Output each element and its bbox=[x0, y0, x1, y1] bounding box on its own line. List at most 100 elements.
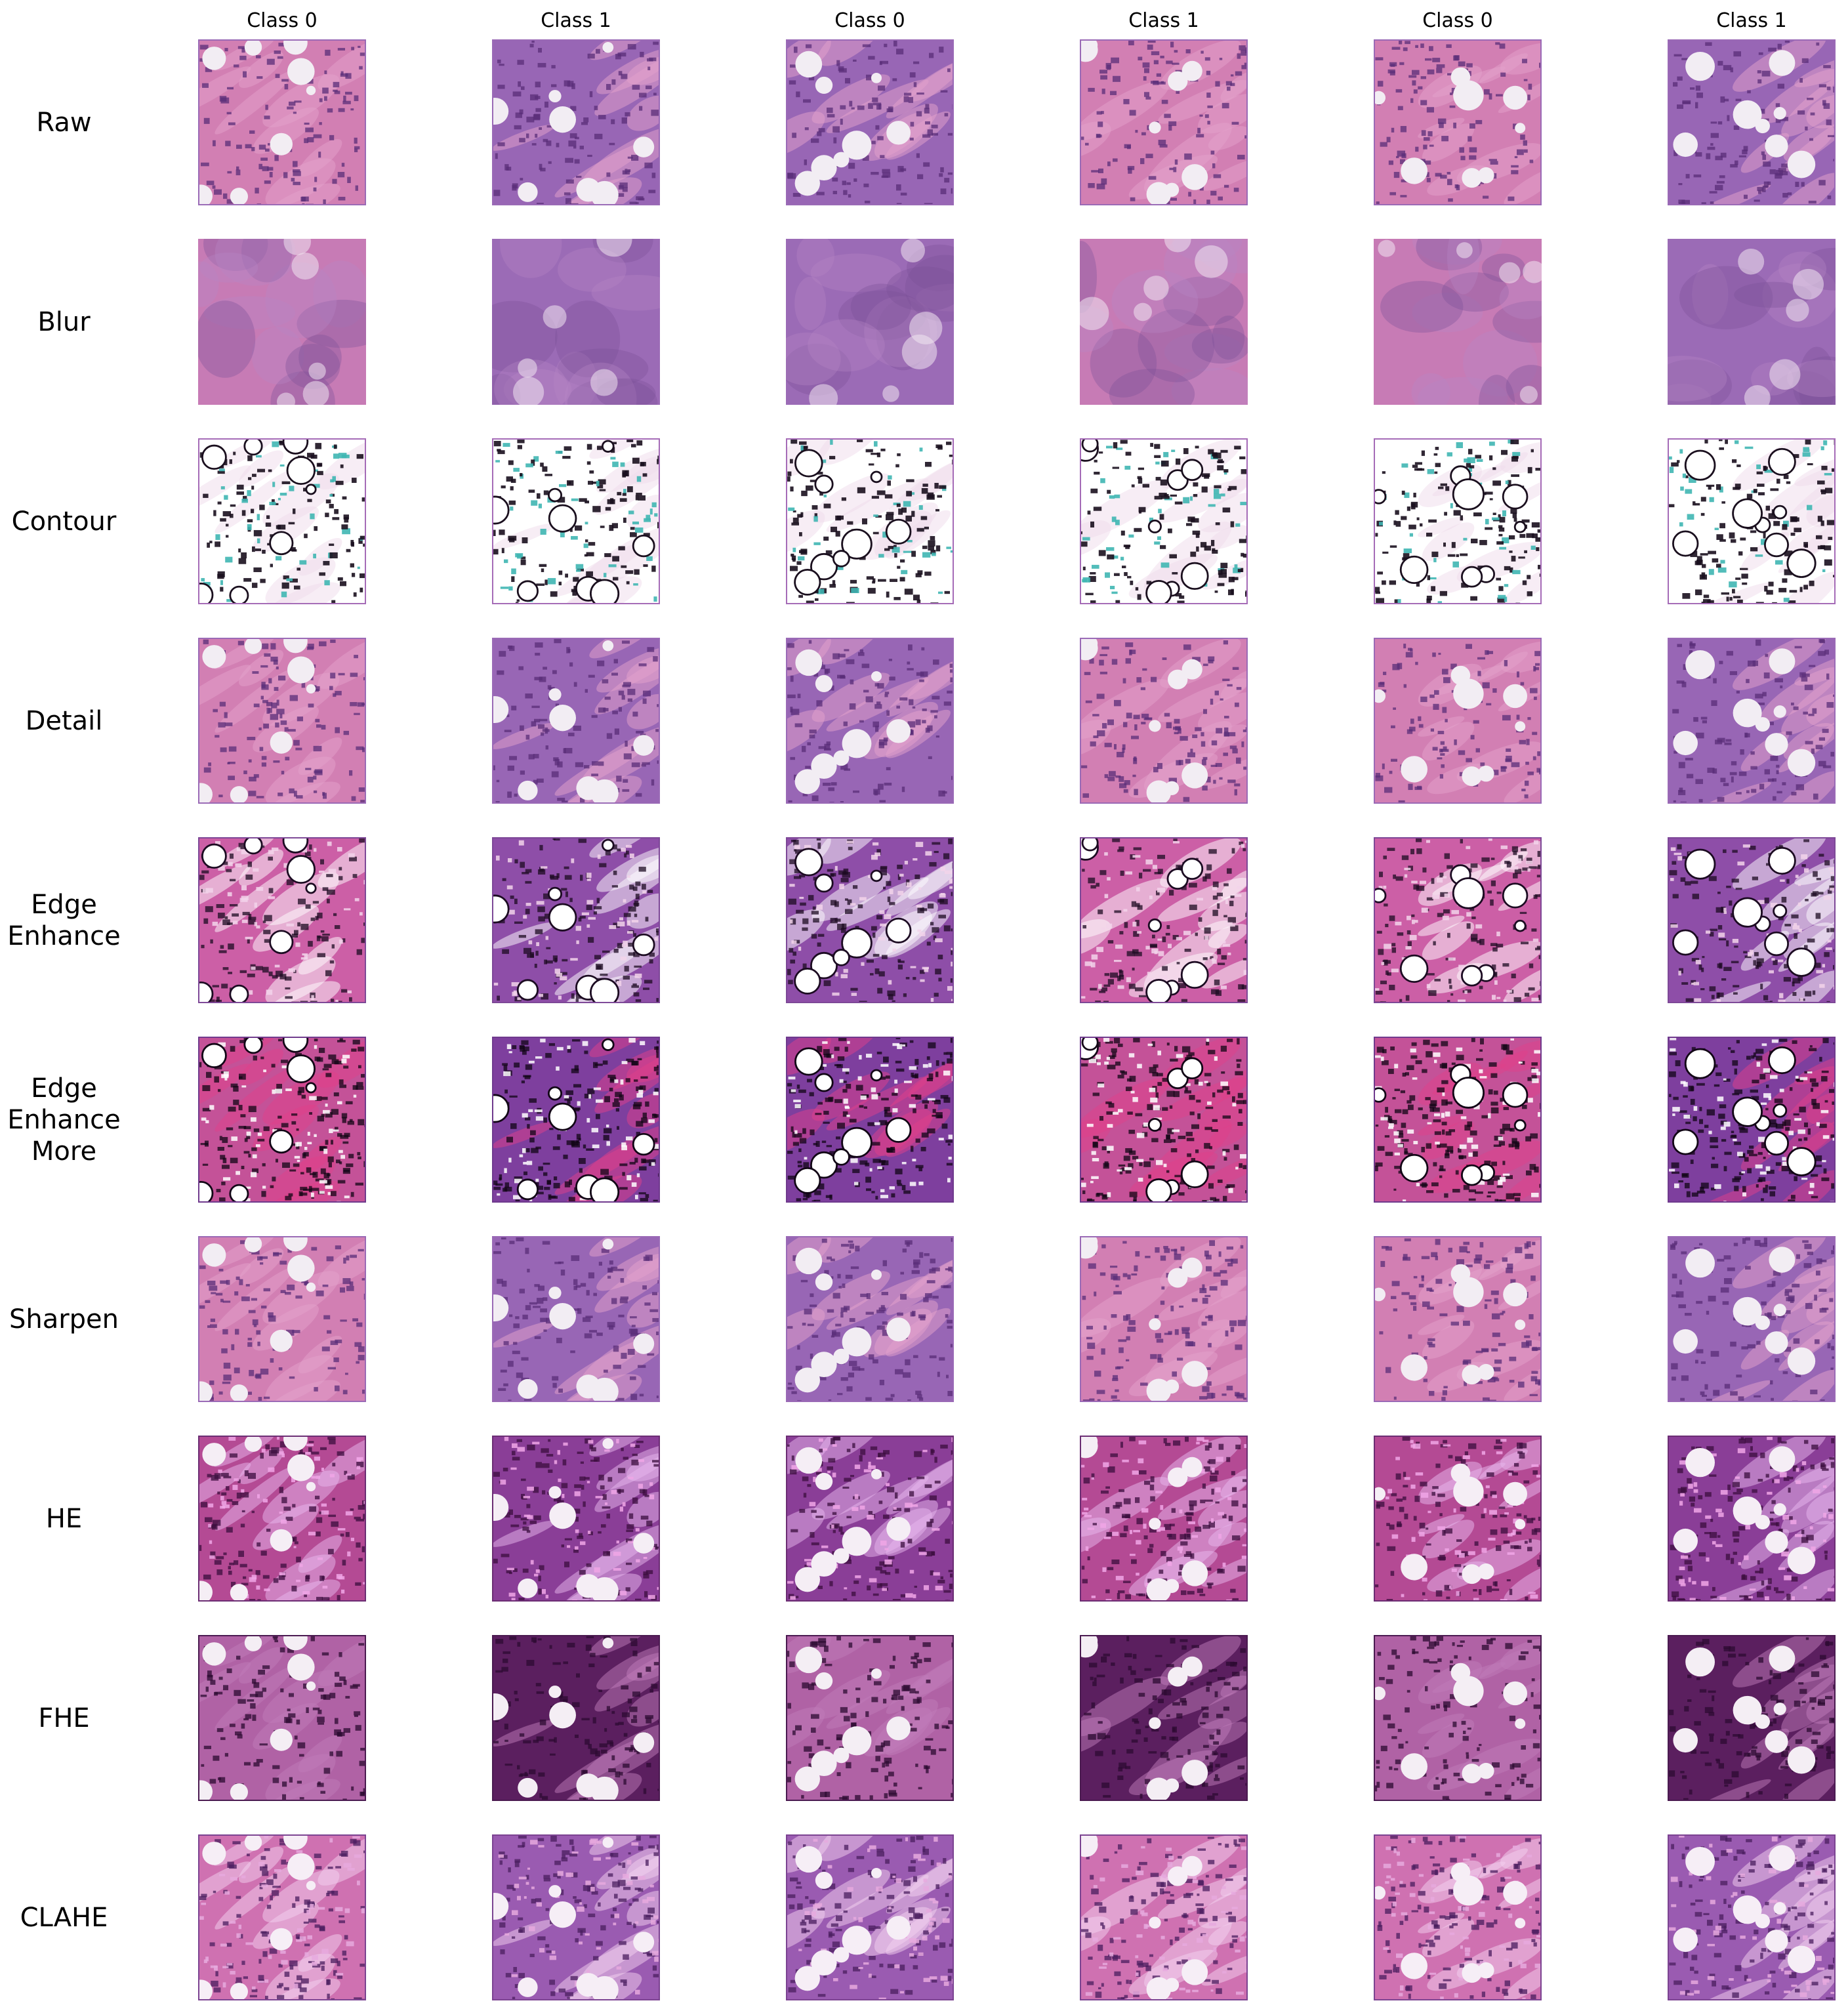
tile-texture bbox=[786, 1834, 954, 2000]
tile-texture bbox=[1080, 1037, 1248, 1203]
row-label-line: Sharpen bbox=[9, 1304, 119, 1335]
tile-texture bbox=[492, 638, 660, 804]
tile-fhe-col-1 bbox=[198, 1635, 366, 1801]
column-title: Class 0 bbox=[1422, 9, 1493, 32]
tile-texture bbox=[1668, 1236, 1836, 1402]
row-label-contour: Contour bbox=[0, 506, 128, 537]
tile-texture bbox=[198, 837, 366, 1003]
tile-edge-enhance-col-5 bbox=[1374, 837, 1542, 1003]
tile-texture bbox=[492, 438, 660, 604]
tile-texture bbox=[198, 1436, 366, 1602]
tile-he-col-5 bbox=[1374, 1436, 1542, 1602]
tile-texture bbox=[786, 1037, 954, 1203]
tile-edge-enhance-more-col-6 bbox=[1668, 1037, 1836, 1203]
tile-clahe-col-1 bbox=[198, 1834, 366, 2000]
tile-blur-col-4 bbox=[1080, 239, 1248, 405]
tile-sharpen-col-4 bbox=[1080, 1236, 1248, 1402]
row-label-line: Edge bbox=[31, 889, 97, 920]
tile-blur-col-5 bbox=[1374, 239, 1542, 405]
tile-texture bbox=[198, 638, 366, 804]
tile-texture bbox=[1080, 837, 1248, 1003]
tile-texture bbox=[1374, 239, 1542, 405]
tile-sharpen-col-5 bbox=[1374, 1236, 1542, 1402]
tile-raw-col-5 bbox=[1374, 39, 1542, 205]
tile-he-col-2 bbox=[492, 1436, 660, 1602]
column-title: Class 0 bbox=[834, 9, 905, 32]
tile-texture bbox=[1668, 1834, 1836, 2000]
row-label-raw: Raw bbox=[0, 107, 128, 138]
row-label-line: More bbox=[31, 1136, 97, 1167]
tile-texture bbox=[1374, 39, 1542, 205]
tile-fhe-col-3 bbox=[786, 1635, 954, 1801]
tile-texture bbox=[786, 239, 954, 405]
tile-edge-enhance-more-col-1 bbox=[198, 1037, 366, 1203]
tile-fhe-col-2 bbox=[492, 1635, 660, 1801]
row-label-line: Raw bbox=[36, 107, 92, 138]
tile-clahe-col-2 bbox=[492, 1834, 660, 2000]
tile-texture bbox=[786, 39, 954, 205]
tile-contour-col-5 bbox=[1374, 438, 1542, 604]
tile-texture bbox=[1080, 638, 1248, 804]
tile-raw-col-6 bbox=[1668, 39, 1836, 205]
tile-texture bbox=[1668, 1037, 1836, 1203]
tile-sharpen-col-1 bbox=[198, 1236, 366, 1402]
tile-texture bbox=[1080, 438, 1248, 604]
tile-texture bbox=[1080, 1236, 1248, 1402]
tile-detail-col-5 bbox=[1374, 638, 1542, 804]
tile-texture bbox=[1668, 39, 1836, 205]
row-label-edge-enhance: Edge Enhance bbox=[0, 889, 128, 952]
row-label-line: FHE bbox=[38, 1703, 90, 1733]
tile-texture bbox=[786, 1436, 954, 1602]
tile-edge-enhance-more-col-3 bbox=[786, 1037, 954, 1203]
tile-texture bbox=[1668, 837, 1836, 1003]
row-label-blur: Blur bbox=[0, 306, 128, 338]
tile-texture bbox=[198, 1037, 366, 1203]
tile-edge-enhance-more-col-2 bbox=[492, 1037, 660, 1203]
tile-edge-enhance-col-3 bbox=[786, 837, 954, 1003]
tile-texture bbox=[1374, 837, 1542, 1003]
row-label-sharpen: Sharpen bbox=[0, 1304, 128, 1335]
tile-fhe-col-4 bbox=[1080, 1635, 1248, 1801]
tile-texture bbox=[786, 1236, 954, 1402]
tile-blur-col-2 bbox=[492, 239, 660, 405]
tile-edge-enhance-col-6 bbox=[1668, 837, 1836, 1003]
tile-texture bbox=[1374, 1635, 1542, 1801]
tile-texture bbox=[492, 239, 660, 405]
tile-contour-col-3 bbox=[786, 438, 954, 604]
tile-contour-col-4 bbox=[1080, 438, 1248, 604]
tile-sharpen-col-3 bbox=[786, 1236, 954, 1402]
row-label-line: Edge bbox=[31, 1073, 97, 1104]
row-label-clahe: CLAHE bbox=[0, 1902, 128, 1934]
tile-texture bbox=[1080, 1635, 1248, 1801]
row-label-line: Blur bbox=[37, 306, 91, 337]
tile-texture bbox=[1374, 1236, 1542, 1402]
tile-texture bbox=[1374, 638, 1542, 804]
tile-texture bbox=[492, 39, 660, 205]
tile-texture bbox=[198, 1635, 366, 1801]
tile-texture bbox=[492, 837, 660, 1003]
tile-texture bbox=[1374, 1436, 1542, 1602]
column-title: Class 1 bbox=[1128, 9, 1199, 32]
tile-texture bbox=[198, 1236, 366, 1402]
tile-clahe-col-6 bbox=[1668, 1834, 1836, 2000]
tile-texture bbox=[1080, 39, 1248, 205]
row-label-line: Enhance bbox=[7, 1104, 121, 1135]
tile-blur-col-6 bbox=[1668, 239, 1836, 405]
tile-blur-col-3 bbox=[786, 239, 954, 405]
tile-texture bbox=[1668, 638, 1836, 804]
tile-raw-col-4 bbox=[1080, 39, 1248, 205]
tile-texture bbox=[198, 1834, 366, 2000]
tile-sharpen-col-6 bbox=[1668, 1236, 1836, 1402]
tile-edge-enhance-col-2 bbox=[492, 837, 660, 1003]
row-label-line: HE bbox=[45, 1503, 83, 1534]
column-title: Class 1 bbox=[541, 9, 611, 32]
tile-he-col-6 bbox=[1668, 1436, 1836, 1602]
row-label-line: Contour bbox=[11, 506, 117, 537]
tile-edge-enhance-col-4 bbox=[1080, 837, 1248, 1003]
tile-texture bbox=[492, 1834, 660, 2000]
tile-texture bbox=[198, 239, 366, 405]
tile-texture bbox=[786, 638, 954, 804]
tile-raw-col-3 bbox=[786, 39, 954, 205]
row-label-line: Enhance bbox=[7, 921, 121, 951]
tile-texture bbox=[1080, 239, 1248, 405]
